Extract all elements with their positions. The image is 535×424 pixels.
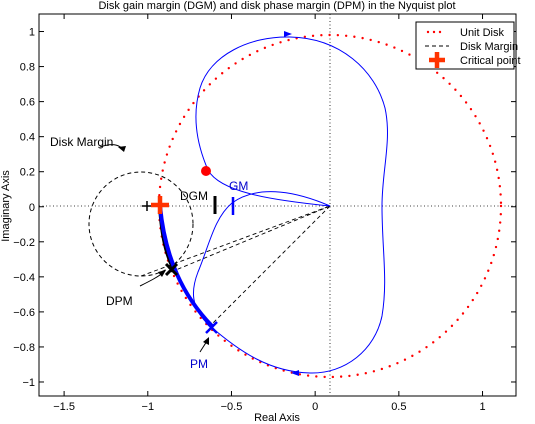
curve-arrow-bottom [291,370,299,376]
legend: Unit Disk Disk Margin Critical point [415,21,521,70]
x-tick-label: 0 [312,401,318,413]
dpm-tangent-line [140,205,331,277]
legend-disk-margin-label: Disk Margin [460,41,518,53]
pm-x-marker [205,321,218,334]
y-tick-label: −0.2 [13,237,35,249]
y-tick-label: 0.8 [20,62,35,74]
y-tick-label: −1 [22,377,35,389]
y-tick-label: 0.2 [20,167,35,179]
x-tick-label: −0.5 [221,401,243,413]
legend-unit-disk-label: Unit Disk [460,27,505,39]
y-tick-label: 0.4 [20,132,35,144]
pm-arrow [199,337,209,353]
dpm-ray-line [170,205,331,273]
dgm-annotation: DGM [180,189,208,203]
x-tick-label: 1 [479,401,485,413]
x-axis-label: Real Axis [254,412,300,424]
dpm-arrow [139,270,166,287]
y-tick-label: −0.4 [13,272,35,284]
y-axis-label: Imaginary Axis [0,170,12,242]
disk-margin-circle [88,171,194,277]
y-ticks: 1 0.8 0.6 0.4 0.2 0 −0.2 −0.4 −0.6 −0.8 −1 [13,27,516,389]
y-tick-label: −0.8 [13,342,35,354]
gm-annotation: GM [229,179,248,193]
x-tick-label: −1 [142,401,155,413]
x-tick-label: −1.5 [53,401,75,413]
pm-ray-line [209,205,331,327]
y-tick-label: 0.6 [20,97,35,109]
x-ticks: −1.5 −1 −0.5 0 0.5 1 [53,14,486,413]
curve-arrow-top [284,31,292,37]
disk-margin-arrow [99,144,126,152]
dpm-x-marker [164,262,179,277]
legend-critical-point-swatch [429,52,445,68]
unit-disk-circle [157,33,503,379]
critical-point-marker [151,196,169,214]
disk-center-plus-marker [142,201,152,211]
nyquist-curve [193,36,388,374]
y-tick-label: 1 [29,27,35,39]
x-tick-label: 0.5 [391,401,406,413]
pm-annotation: PM [190,357,208,371]
disk-margin-annotation: Disk Margin [50,135,113,149]
legend-unit-disk-swatch [426,30,442,34]
unit-crossing-dot [201,166,211,176]
dpm-annotation: DPM [106,294,133,308]
y-tick-label: 0 [29,202,35,214]
plot-area [38,13,517,397]
y-tick-label: −0.6 [13,307,35,319]
legend-critical-point-label: Critical point [460,55,521,67]
chart-title: Disk gain margin (DGM) and disk phase ma… [98,0,455,12]
